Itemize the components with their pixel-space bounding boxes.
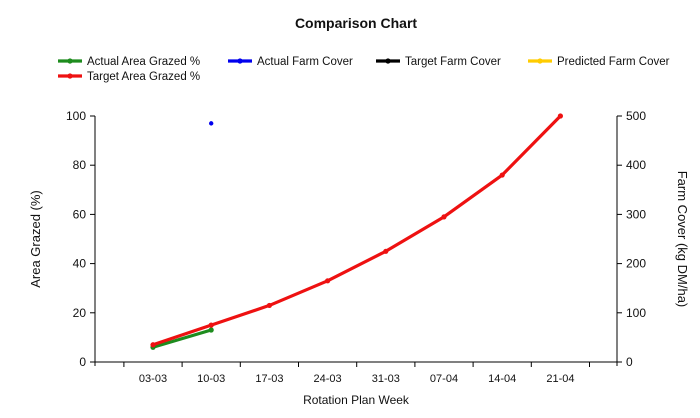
x-tick-label: 21-04 bbox=[546, 373, 574, 385]
data-point bbox=[266, 302, 272, 309]
right-tick-label: 400 bbox=[626, 158, 646, 172]
right-tick-label: 100 bbox=[626, 306, 646, 320]
data-point bbox=[209, 121, 214, 126]
x-tick-label: 10-03 bbox=[197, 373, 225, 385]
legend-marker bbox=[67, 58, 73, 64]
series-0 bbox=[150, 327, 214, 350]
legend-marker bbox=[67, 73, 73, 79]
right-tick-label: 500 bbox=[626, 109, 646, 123]
data-point bbox=[325, 278, 331, 284]
x-axis-title: Rotation Plan Week bbox=[303, 393, 410, 407]
data-point bbox=[150, 342, 156, 348]
left-tick-label: 60 bbox=[73, 207, 87, 221]
x-tick-label: 17-03 bbox=[255, 373, 283, 385]
left-axis-title: Area Grazed (%) bbox=[28, 190, 43, 288]
legend: Actual Area Grazed % Actual Farm Cover Tar… bbox=[58, 56, 670, 83]
left-tick-label: 80 bbox=[73, 158, 87, 172]
data-point bbox=[441, 214, 447, 220]
legend-item: Actual Area Grazed % bbox=[58, 56, 200, 68]
series-4 bbox=[150, 113, 564, 348]
right-tick-label: 300 bbox=[626, 207, 646, 221]
series-line bbox=[151, 328, 213, 349]
right-tick-label: 0 bbox=[626, 355, 633, 369]
data-point bbox=[208, 327, 214, 333]
right-axis-title: Farm Cover (kg DM/ha) bbox=[675, 171, 690, 308]
x-tick-label: 24-03 bbox=[314, 373, 342, 385]
x-tick-label: 03-03 bbox=[139, 373, 167, 385]
legend-marker bbox=[537, 58, 543, 64]
legend-marker bbox=[385, 58, 391, 64]
right-tick-label: 200 bbox=[626, 257, 646, 271]
data-point bbox=[208, 322, 214, 328]
data-point bbox=[383, 248, 389, 254]
chart-title: Comparison Chart bbox=[295, 15, 417, 31]
legend-label: Target Area Grazed % bbox=[87, 71, 200, 83]
x-tick-label: 07-04 bbox=[430, 373, 458, 385]
axes: 0 20 40 60 80 100 0 100 200 300 400 500 03-03 10-03 17… bbox=[66, 109, 646, 385]
legend-label: Target Farm Cover bbox=[405, 56, 501, 68]
series-line bbox=[151, 114, 563, 347]
legend-item: Target Area Grazed % bbox=[58, 71, 200, 83]
data-point bbox=[499, 172, 505, 178]
legend-label: Actual Farm Cover bbox=[257, 56, 353, 68]
left-tick-label: 0 bbox=[79, 355, 86, 369]
legend-label: Actual Area Grazed % bbox=[87, 56, 200, 68]
legend-marker bbox=[237, 58, 243, 64]
left-tick-label: 20 bbox=[73, 306, 87, 320]
plot-area bbox=[150, 113, 564, 350]
x-tick-label: 31-03 bbox=[372, 373, 400, 385]
x-tick-label: 14-04 bbox=[488, 373, 516, 385]
left-tick-label: 100 bbox=[66, 109, 86, 123]
legend-item: Target Farm Cover bbox=[376, 56, 501, 68]
left-tick-label: 40 bbox=[73, 257, 87, 271]
legend-item: Predicted Farm Cover bbox=[528, 56, 670, 68]
data-point bbox=[557, 113, 564, 119]
series-1 bbox=[209, 121, 214, 126]
legend-item: Actual Farm Cover bbox=[228, 56, 353, 68]
legend-label: Predicted Farm Cover bbox=[557, 56, 670, 68]
